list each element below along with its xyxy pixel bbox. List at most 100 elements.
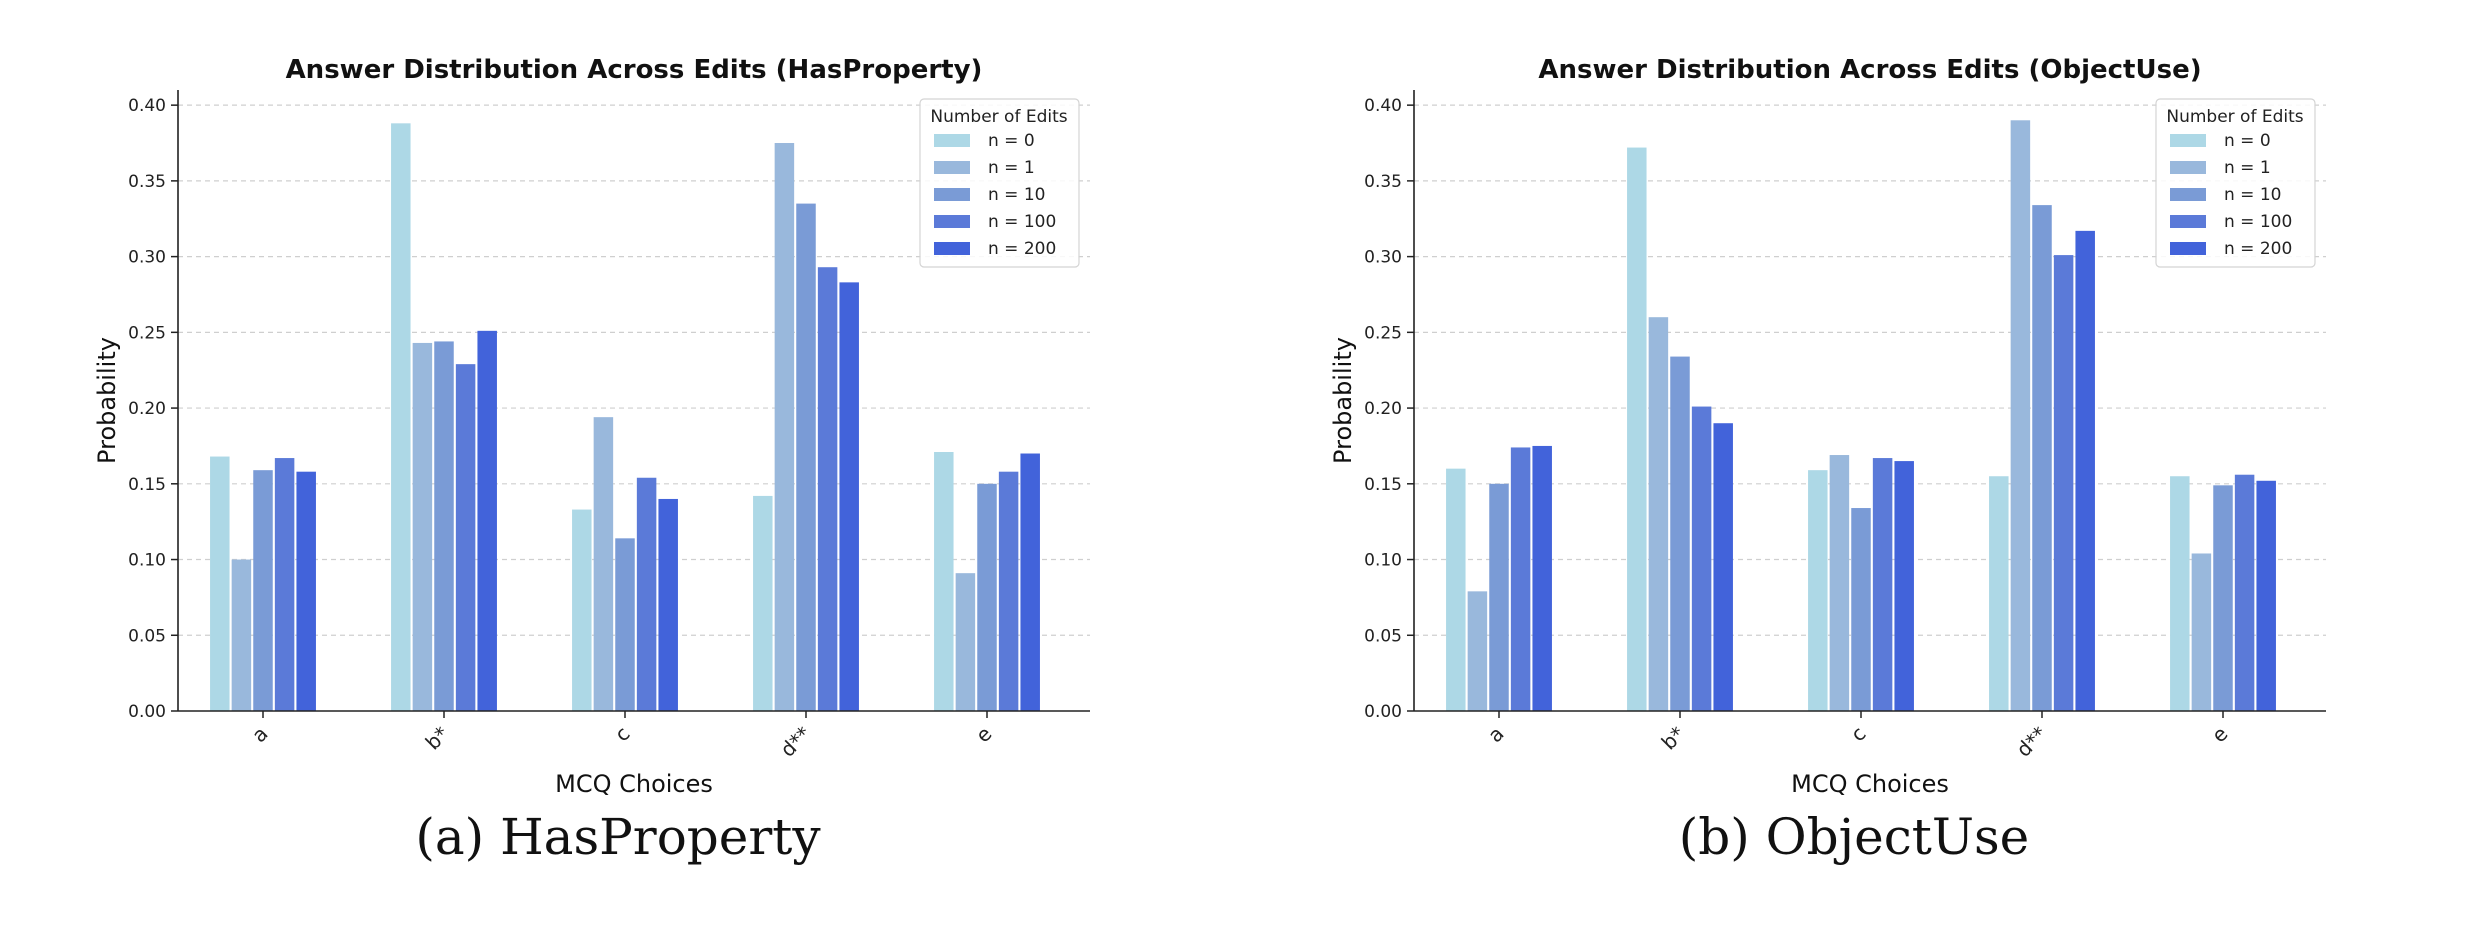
y-tick-label: 0.25 [1364,323,1402,343]
bar [1829,455,1850,711]
legend-swatch [934,215,970,228]
bar [296,471,316,711]
legend-entry: n = 200 [2224,239,2292,259]
legend-swatch [934,242,970,255]
bar [998,471,1019,711]
y-tick-label: 0.20 [1364,399,1402,419]
legend-entry: n = 100 [988,212,1056,232]
legend-swatch [934,161,970,174]
bar [1872,458,1893,711]
y-tick-label: 0.15 [128,475,166,495]
bar [434,341,454,711]
bar [977,483,997,711]
y-tick-label: 0.30 [1364,248,1402,268]
bar [2010,120,2031,712]
legend: Number of Edits n = 0 n = 1 n = 10 n = 100 n … [919,98,1080,268]
legend-title: Number of Edits [2166,107,2303,127]
legend-swatch [2170,161,2206,174]
bar [231,559,252,711]
x-tick-label: d** [775,722,815,762]
caption-hasproperty: (a) HasProperty [415,808,821,866]
bar [391,123,411,711]
caption-objectuse: (b) ObjectUse [1678,808,2030,866]
legend-swatch [934,188,970,201]
bar [253,470,273,711]
legend-swatch [2170,242,2206,255]
legend-title: Number of Edits [930,107,1067,127]
x-tick-label: a [247,722,273,748]
x-axis-label: MCQ Choices [555,770,713,798]
bar [2170,476,2190,711]
bar [839,282,859,711]
y-tick-label: 0.35 [128,172,166,192]
x-tick-label: d** [2011,722,2051,762]
y-tick-label: 0.05 [128,626,166,646]
bar [2075,230,2095,712]
bar [796,203,816,711]
y-tick-label: 0.15 [1364,475,1402,495]
legend-swatch [934,134,970,147]
x-tick-label: b* [1657,722,1690,755]
bar [1627,147,1647,711]
legend-entry: n = 10 [2224,185,2281,205]
legend: Number of Edits n = 0 n = 1 n = 10 n = 100 n … [2155,98,2316,268]
bar [1989,476,2009,711]
bar [1851,508,1871,711]
bar [593,417,614,711]
y-tick-label: 0.05 [1364,626,1402,646]
x-tick-label: e [971,722,997,748]
x-tick-label: c [610,722,635,747]
bar [1446,468,1466,711]
bar [774,143,795,711]
chart-title: Answer Distribution Across Edits (Object… [1538,55,2201,85]
panel-hasproperty: 0.00 0.05 0.10 0.15 0.20 0.25 0.30 0.35 0.40 a b* c… [93,55,1090,866]
bar [572,509,592,711]
bar [817,267,838,711]
legend-entry: n = 200 [988,239,1056,259]
y-tick-label: 0.00 [128,702,166,722]
chart-objectuse: 0.00 0.05 0.10 0.15 0.20 0.25 0.30 0.35 0.40 a b* c… [1329,55,2326,798]
bar [412,342,433,711]
bar [1808,470,1828,711]
bar [753,495,773,711]
bar [658,498,678,711]
y-tick-label: 0.40 [1364,96,1402,116]
y-tick-label: 0.35 [1364,172,1402,192]
y-axis-label: Probability [93,337,121,464]
y-tick-label: 0.00 [1364,702,1402,722]
x-tick-label: b* [421,722,454,755]
legend-entry: n = 1 [988,158,1035,178]
y-tick-label: 0.10 [1364,551,1402,571]
bar [1691,406,1712,711]
bar [2234,474,2255,711]
chart-hasproperty: 0.00 0.05 0.10 0.15 0.20 0.25 0.30 0.35 0.40 a b* c… [93,55,1090,798]
bar [1648,317,1669,711]
bar [2032,205,2052,712]
bar [1894,461,1914,711]
y-axis-label: Probability [1329,337,1357,464]
legend-swatch [2170,134,2206,147]
x-tick-label: e [2207,722,2233,748]
x-tick-label: a [1483,722,1509,748]
bar [934,451,954,711]
legend-entry: n = 10 [988,185,1045,205]
bar [955,573,976,711]
legend-entry: n = 1 [2224,158,2271,178]
bar [1510,447,1531,711]
legend-entry: n = 0 [988,131,1035,151]
x-axis-label: MCQ Choices [1791,770,1949,798]
legend-entry: n = 0 [2224,131,2271,151]
bar [2191,553,2212,711]
y-tick-label: 0.30 [128,248,166,268]
bar [1532,445,1552,711]
bar [2213,485,2233,711]
bar [1467,591,1488,711]
legend-swatch [2170,215,2206,228]
y-tick-label: 0.10 [128,551,166,571]
y-tick-label: 0.20 [128,399,166,419]
bar [636,477,657,711]
bar [1489,483,1509,711]
bar [2053,255,2074,711]
y-tick-label: 0.25 [128,323,166,343]
panel-objectuse: 0.00 0.05 0.10 0.15 0.20 0.25 0.30 0.35 0.40 a b* c… [1236,0,2472,930]
